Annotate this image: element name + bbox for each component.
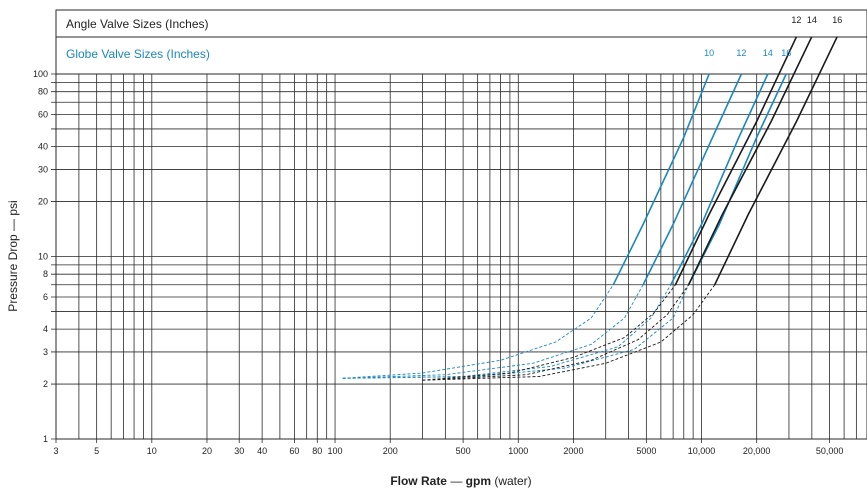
globe-valve-10-dashed-segment: [342, 284, 614, 379]
angle-valve-label-12: 12: [791, 15, 801, 25]
y-tick-label: 8: [43, 269, 48, 279]
x-tick-label: 100: [328, 446, 343, 456]
x-tick-label: 20,000: [743, 446, 771, 456]
x-axis-label: Flow Rate — gpm (water): [390, 474, 531, 488]
x-tick-label: 500: [456, 446, 471, 456]
grid: [51, 73, 867, 443]
y-tick-label: 40: [38, 142, 48, 152]
y-tick-label: 100: [33, 69, 48, 79]
angle-valve-12-dashed-segment: [422, 284, 676, 381]
x-tick-label: 3: [53, 446, 58, 456]
x-axis-label-medium: (water): [491, 474, 532, 488]
y-tick-label: 10: [38, 252, 48, 262]
curves: [342, 36, 838, 381]
y-tick-label: 60: [38, 109, 48, 119]
x-tick-label: 2000: [563, 446, 583, 456]
tick-labels: 3 5 10 20 30 40 60 80 100 200 500 1000 2000 5000 10,00…: [33, 69, 843, 456]
header-band: [55, 9, 867, 75]
angle-valve-16-solid-segment: [713, 36, 838, 286]
globe-valve-header: Globe Valve Sizes (Inches): [66, 47, 210, 61]
angle-valve-12-solid-segment: [674, 36, 798, 286]
x-tick-label: 40: [257, 446, 267, 456]
globe-valve-label-16: 16: [781, 48, 791, 58]
globe-valve-14-solid-segment: [670, 73, 769, 286]
y-tick-label: 80: [38, 87, 48, 97]
angle-valve-14-dashed-segment: [422, 284, 689, 381]
angle-valve-label-14: 14: [807, 15, 817, 25]
x-tick-label: 10,000: [688, 446, 716, 456]
y-tick-label: 20: [38, 197, 48, 207]
y-tick-label: 30: [38, 164, 48, 174]
angle-valve-14-solid-segment: [687, 36, 813, 286]
y-tick-label: 2: [43, 379, 48, 389]
globe-valve-label-10: 10: [704, 48, 714, 58]
x-axis-label-quantity: Flow Rate: [390, 474, 447, 488]
x-tick-label: 1000: [508, 446, 528, 456]
x-axis-label-unit: gpm: [466, 474, 491, 488]
y-axis-label: Pressure Drop — psi: [6, 200, 20, 311]
x-tick-label: 200: [383, 446, 398, 456]
globe-valve-12-solid-segment: [642, 73, 743, 286]
angle-valve-label-16: 16: [832, 15, 842, 25]
globe-valve-label-12: 12: [736, 48, 746, 58]
x-tick-label: 60: [289, 446, 299, 456]
x-tick-label: 5000: [636, 446, 656, 456]
angle-valve-16-dashed-segment: [422, 284, 716, 381]
x-tick-label: 30: [234, 446, 244, 456]
y-tick-label: 6: [43, 292, 48, 302]
x-tick-label: 20: [202, 446, 212, 456]
globe-valve-14-dashed-segment: [342, 284, 672, 379]
x-axis-label-dash: —: [447, 474, 466, 488]
x-tick-label: 5: [94, 446, 99, 456]
x-tick-label: 50,000: [816, 446, 844, 456]
x-tick-label: 80: [312, 446, 322, 456]
y-tick-label: 1: [43, 434, 48, 444]
y-tick-label: 3: [43, 347, 48, 357]
globe-valve-12-dashed-segment: [342, 284, 644, 379]
globe-valve-10-solid-segment: [612, 73, 710, 286]
globe-valve-16-dashed-segment: [342, 284, 690, 379]
x-tick-label: 10: [147, 446, 157, 456]
globe-valve-label-14: 14: [763, 48, 773, 58]
angle-valve-header: Angle Valve Sizes (Inches): [66, 17, 209, 31]
y-tick-label: 4: [43, 324, 48, 334]
curve-labels: 10 12 14 16 12 14 16: [704, 15, 842, 58]
